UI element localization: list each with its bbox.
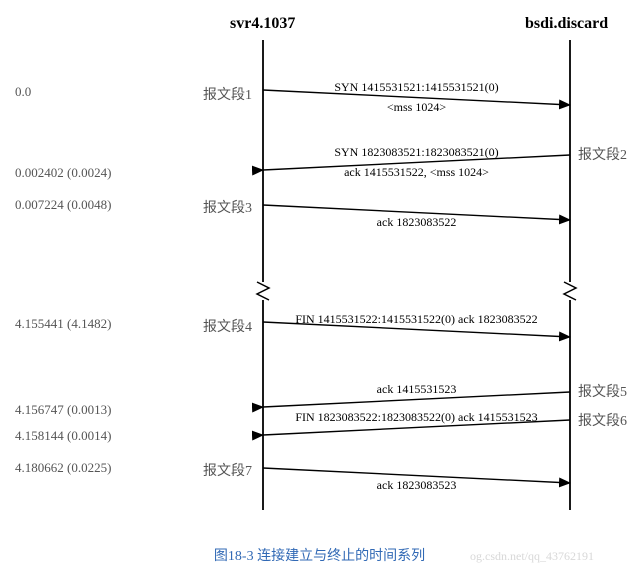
segment-label: 报文段2 [578, 144, 627, 164]
segment-label: 报文段1 [203, 84, 252, 104]
message-text-bottom: ack 1415531522, <mss 1024> [267, 165, 567, 180]
watermark-text: og.csdn.net/qq_43762191 [470, 549, 594, 564]
time-label: 4.156747 (0.0013) [15, 402, 111, 418]
time-label: 0.007224 (0.0048) [15, 197, 111, 213]
message-text-top: FIN 1823083522:1823083522(0) ack 1415531… [267, 410, 567, 425]
message-text-bottom: <mss 1024> [267, 100, 567, 115]
segment-label: 报文段5 [578, 381, 627, 401]
message-text-bottom: ack 1823083522 [267, 215, 567, 230]
segment-label: 报文段7 [203, 460, 252, 480]
sequence-diagram-container: svr4.1037 bsdi.discard 0.0 报文段1 SYN 141553… [0, 0, 639, 580]
time-label: 4.158144 (0.0014) [15, 428, 111, 444]
right-host-header: bsdi.discard [525, 15, 608, 33]
time-label: 4.155441 (4.1482) [15, 316, 111, 332]
message-text-top: FIN 1415531522:1415531522(0) ack 1823083… [267, 312, 567, 327]
segment-label: 报文段6 [578, 410, 627, 430]
time-label: 4.180662 (0.0225) [15, 460, 111, 476]
segment-label: 报文段3 [203, 197, 252, 217]
message-text-top: ack 1415531523 [267, 382, 567, 397]
time-label: 0.002402 (0.0024) [15, 165, 111, 181]
message-text-bottom: ack 1823083523 [267, 478, 567, 493]
message-text-top: SYN 1823083521:1823083521(0) [267, 145, 567, 160]
segment-label: 报文段4 [203, 316, 252, 336]
message-text-top: SYN 1415531521:1415531521(0) [267, 80, 567, 95]
time-label: 0.0 [15, 84, 31, 100]
left-host-header: svr4.1037 [230, 15, 295, 33]
